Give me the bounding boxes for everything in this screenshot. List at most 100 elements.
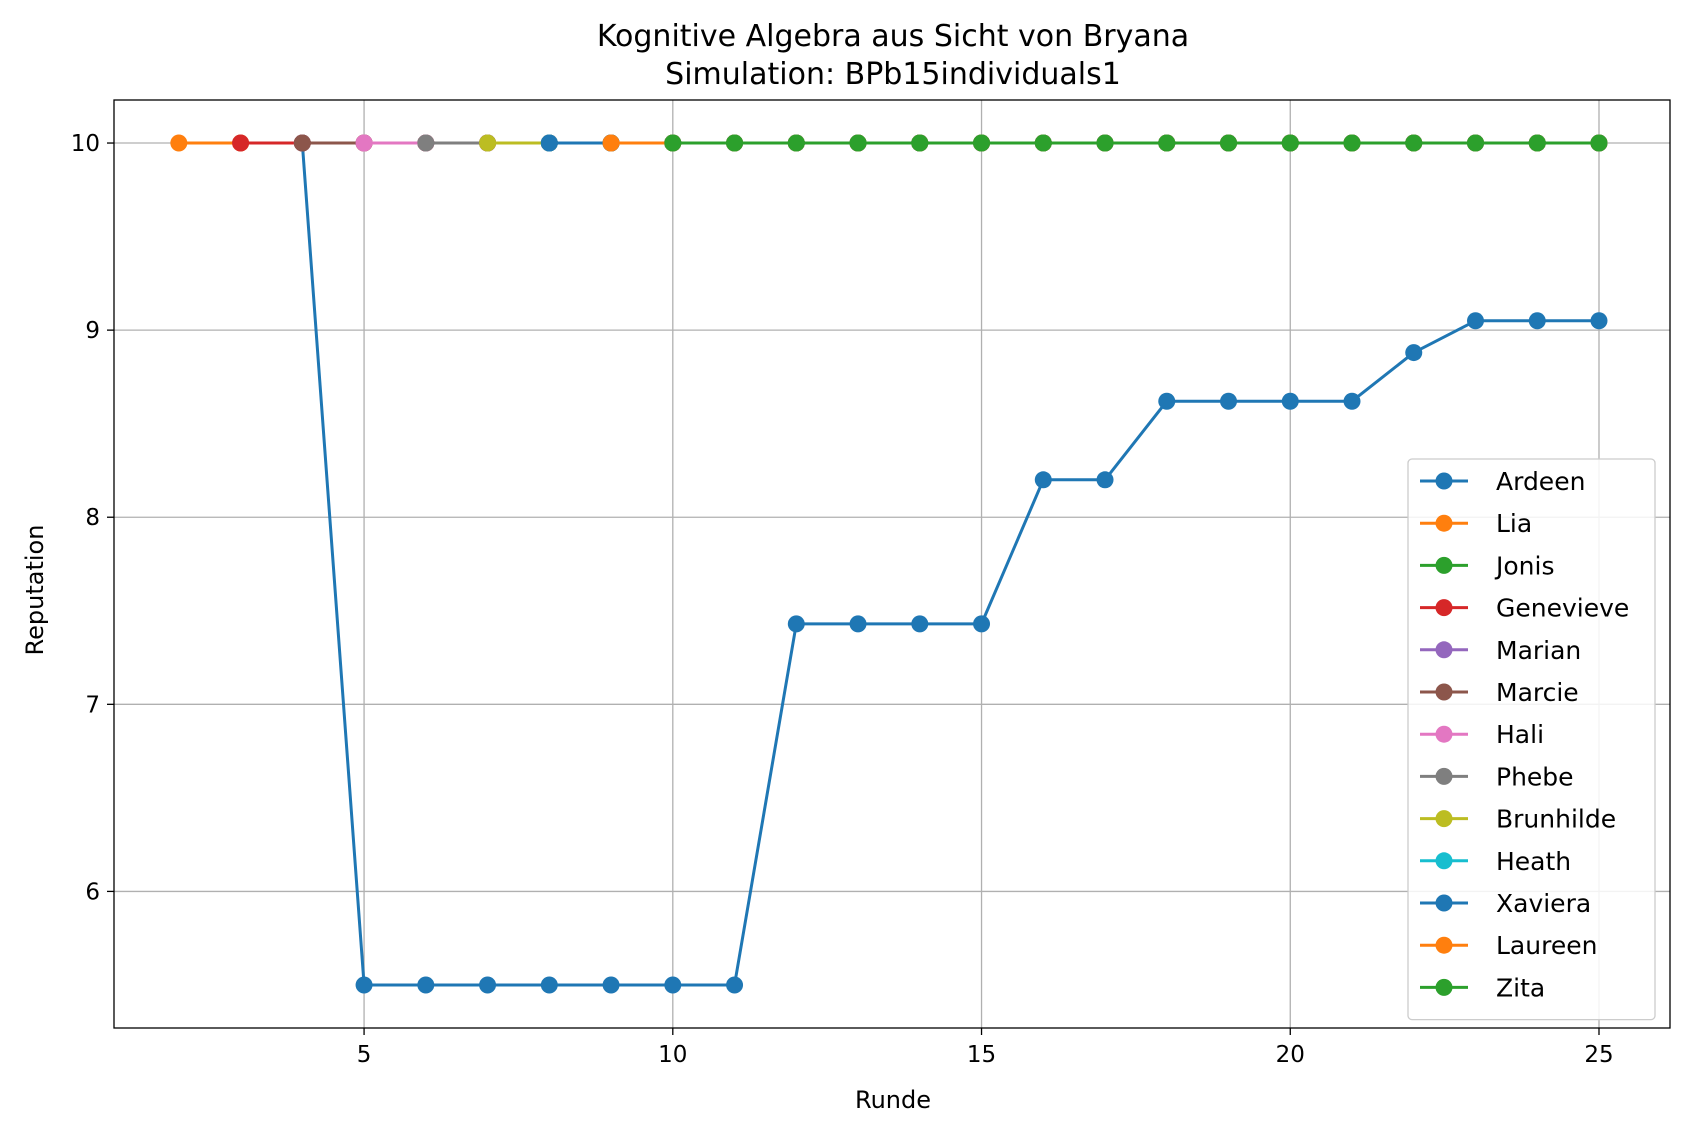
data-point bbox=[973, 134, 991, 152]
data-point bbox=[1034, 134, 1052, 152]
data-point bbox=[417, 976, 435, 994]
data-point bbox=[1590, 312, 1608, 330]
legend-label: Heath bbox=[1496, 847, 1571, 876]
legend-item: Marcie bbox=[1420, 678, 1579, 707]
legend-item: Ardeen bbox=[1420, 467, 1585, 496]
y-tick-label: 10 bbox=[71, 131, 100, 157]
legend-item: Hali bbox=[1420, 720, 1544, 749]
data-point bbox=[849, 615, 867, 633]
data-point bbox=[1343, 392, 1361, 410]
legend-item: Brunhilde bbox=[1420, 805, 1616, 834]
legend-marker bbox=[1435, 894, 1453, 912]
legend-item: Jonis bbox=[1420, 551, 1554, 580]
data-point bbox=[1281, 392, 1299, 410]
legend-marker bbox=[1435, 514, 1453, 532]
legend-label: Brunhilde bbox=[1496, 805, 1616, 834]
data-point bbox=[664, 134, 682, 152]
data-point bbox=[849, 134, 867, 152]
data-point bbox=[1034, 471, 1052, 489]
legend-marker bbox=[1435, 852, 1453, 870]
data-point bbox=[417, 134, 435, 152]
legend-marker bbox=[1435, 599, 1453, 617]
data-point bbox=[726, 976, 744, 994]
data-point bbox=[479, 976, 497, 994]
data-point bbox=[355, 134, 373, 152]
data-point bbox=[479, 134, 497, 152]
axis-ticks: 5 10 15 20 25 6 7 8 9 10 bbox=[71, 131, 1614, 1068]
data-point bbox=[787, 615, 805, 633]
data-point bbox=[1158, 134, 1176, 152]
y-tick-label: 6 bbox=[85, 879, 100, 905]
data-point bbox=[1528, 134, 1546, 152]
legend-box bbox=[1407, 458, 1656, 1021]
legend-label: Hali bbox=[1496, 720, 1544, 749]
chart-subtitle: Simulation: BPb15individuals1 bbox=[665, 57, 1121, 92]
y-tick-label: 8 bbox=[85, 505, 100, 531]
legend-item: Lia bbox=[1420, 509, 1532, 538]
data-point bbox=[540, 134, 558, 152]
legend-item: Xaviera bbox=[1420, 889, 1591, 918]
data-point bbox=[170, 134, 188, 152]
legend-marker bbox=[1435, 683, 1453, 701]
data-point bbox=[1467, 312, 1484, 330]
legend-label: Ardeen bbox=[1496, 467, 1585, 496]
legend-item: Zita bbox=[1420, 973, 1545, 1002]
legend-label: Marian bbox=[1496, 636, 1581, 665]
legend-item: Genevieve bbox=[1420, 594, 1629, 623]
legend-item: Marian bbox=[1420, 636, 1581, 665]
data-point bbox=[1220, 392, 1238, 410]
data-point bbox=[1096, 134, 1114, 152]
data-point bbox=[1467, 134, 1484, 152]
x-tick-label: 5 bbox=[357, 1042, 372, 1068]
y-tick-label: 9 bbox=[85, 318, 100, 344]
axes-frame bbox=[113, 99, 1671, 1029]
legend-label: Laureen bbox=[1496, 931, 1597, 960]
chart-title: Kognitive Algebra aus Sicht von Bryana bbox=[597, 19, 1189, 54]
legend-marker bbox=[1435, 641, 1453, 659]
x-tick-label: 10 bbox=[658, 1042, 687, 1068]
data-point bbox=[1158, 392, 1176, 410]
series-line bbox=[300, 142, 1599, 987]
data-point bbox=[664, 976, 682, 994]
legend-marker bbox=[1435, 810, 1453, 828]
legend-marker bbox=[1435, 556, 1453, 574]
series-zita bbox=[664, 134, 1608, 152]
legend-item: Phebe bbox=[1420, 762, 1574, 791]
legend-label: Marcie bbox=[1496, 678, 1579, 707]
data-point bbox=[1405, 134, 1423, 152]
series-ardeen bbox=[293, 134, 1608, 994]
data-point bbox=[1405, 344, 1423, 362]
x-axis-label: Runde bbox=[855, 1086, 931, 1114]
data-point bbox=[911, 615, 929, 633]
legend-marker bbox=[1435, 936, 1453, 954]
x-tick-label: 20 bbox=[1276, 1042, 1305, 1068]
legend-label: Phebe bbox=[1496, 762, 1574, 791]
data-point bbox=[1220, 134, 1238, 152]
legend-label: Jonis bbox=[1494, 551, 1554, 580]
legend: Ardeen Lia Jonis Genevieve Marian Marcie Hali P… bbox=[1407, 458, 1656, 1021]
data-point bbox=[787, 134, 805, 152]
legend-marker bbox=[1435, 472, 1453, 490]
data-point bbox=[1281, 134, 1299, 152]
plot-series bbox=[170, 134, 1608, 994]
data-point bbox=[1343, 134, 1361, 152]
legend-marker bbox=[1435, 978, 1453, 996]
y-tick-label: 7 bbox=[85, 692, 100, 718]
data-point bbox=[1096, 471, 1114, 489]
legend-label: Zita bbox=[1496, 973, 1545, 1002]
legend-marker bbox=[1435, 725, 1453, 743]
data-point bbox=[602, 976, 620, 994]
data-point bbox=[355, 976, 373, 994]
data-point bbox=[726, 134, 744, 152]
legend-item: Heath bbox=[1420, 847, 1571, 876]
legend-label: Lia bbox=[1496, 509, 1532, 538]
data-point bbox=[602, 134, 620, 152]
data-point bbox=[1528, 312, 1546, 330]
legend-label: Xaviera bbox=[1496, 889, 1591, 918]
data-point bbox=[911, 134, 929, 152]
legend-item: Laureen bbox=[1420, 931, 1597, 960]
legend-marker bbox=[1435, 767, 1453, 785]
legend-label: Genevieve bbox=[1496, 594, 1629, 623]
